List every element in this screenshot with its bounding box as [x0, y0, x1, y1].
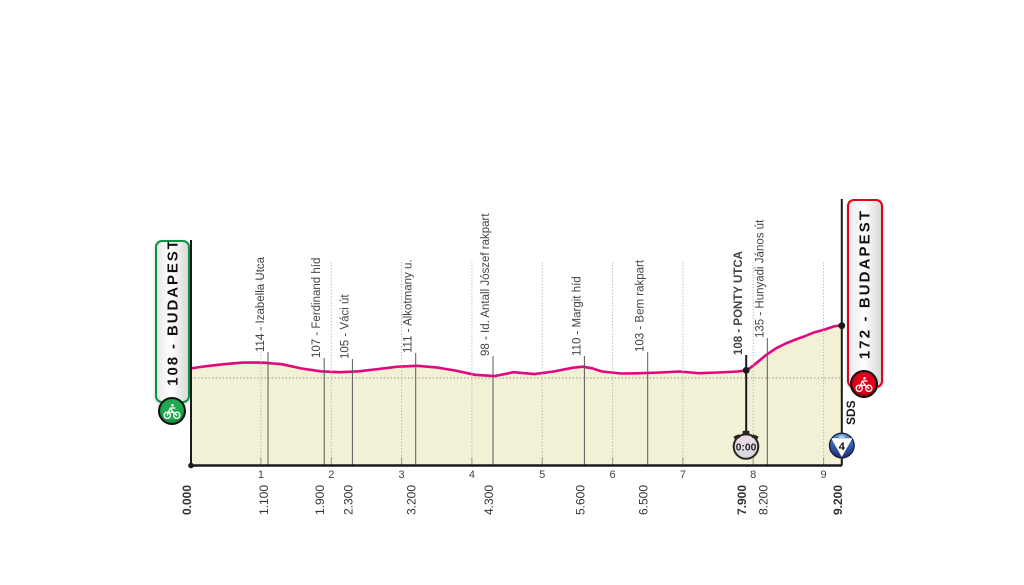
svg-text:6.500: 6.500: [637, 485, 651, 515]
svg-text:103 - Bem rakpart: 103 - Bem rakpart: [635, 259, 647, 352]
svg-text:108 - PONTY UTCA: 108 - PONTY UTCA: [733, 251, 745, 355]
svg-text:7: 7: [680, 469, 686, 481]
svg-text:98 - Id. Antall Jószef rakpart: 98 - Id. Antall Jószef rakpart: [480, 213, 492, 356]
svg-text:3: 3: [399, 469, 405, 481]
svg-text:8.200: 8.200: [756, 485, 770, 515]
svg-text:4: 4: [839, 441, 846, 453]
svg-text:111 - Alkotmany u.: 111 - Alkotmany u.: [403, 259, 415, 353]
svg-text:1.900: 1.900: [313, 485, 327, 515]
svg-text:2: 2: [328, 469, 334, 481]
svg-text:110 - Margit híd: 110 - Margit híd: [571, 276, 583, 356]
svg-text:105 - Váci út: 105 - Váci út: [339, 294, 351, 359]
svg-text:4: 4: [469, 469, 475, 481]
svg-text:SDS: SDS: [844, 400, 858, 425]
svg-text:5: 5: [539, 469, 545, 481]
svg-text:3.200: 3.200: [405, 485, 419, 515]
svg-text:9: 9: [821, 469, 827, 481]
svg-text:7.900: 7.900: [735, 485, 749, 515]
svg-text:8: 8: [750, 469, 756, 481]
svg-text:135 - Hunyadi János út: 135 - Hunyadi János út: [754, 219, 766, 338]
svg-text:5.600: 5.600: [573, 485, 587, 515]
svg-text:1.100: 1.100: [257, 485, 271, 515]
svg-text:107 - Ferdinand híd: 107 - Ferdinand híd: [311, 258, 323, 358]
svg-text:0:00: 0:00: [736, 443, 757, 454]
svg-text:6: 6: [610, 469, 616, 481]
svg-text:0.000: 0.000: [180, 485, 194, 515]
svg-text:4.300: 4.300: [482, 485, 496, 515]
svg-text:114 - Izabella Utca: 114 - Izabella Utca: [255, 256, 267, 352]
svg-text:2.300: 2.300: [341, 485, 355, 515]
svg-text:9.200: 9.200: [831, 485, 845, 515]
svg-text:1: 1: [258, 469, 264, 481]
